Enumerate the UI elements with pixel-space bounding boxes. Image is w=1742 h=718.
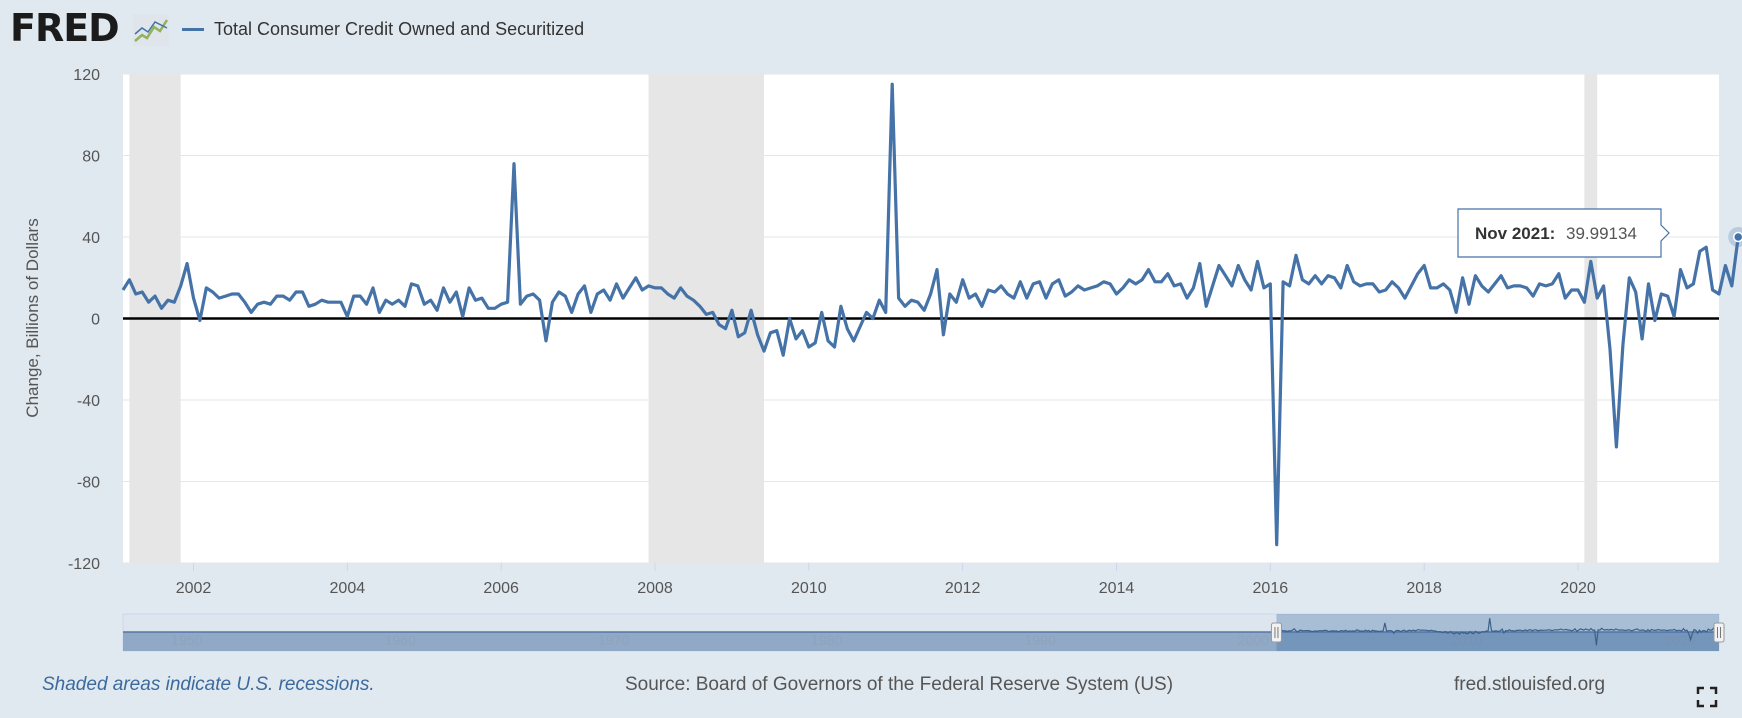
navigator-handle-left[interactable] xyxy=(1270,622,1282,643)
navigator-tick-label: 1960 xyxy=(385,632,416,648)
tooltip-box xyxy=(1457,208,1670,258)
navigator-selection[interactable] xyxy=(1276,614,1719,651)
navigator-tick-label: 2000 xyxy=(1238,632,1269,648)
y-tick-label: -120 xyxy=(68,556,100,573)
source-url[interactable]: fred.stlouisfed.org xyxy=(1454,674,1606,695)
x-tick-label: 2002 xyxy=(176,580,212,597)
navigator-tick-label: 2010 xyxy=(1451,632,1482,648)
y-tick-label: -40 xyxy=(77,393,100,410)
x-tick-label: 2012 xyxy=(945,580,981,597)
navigator-selection-series xyxy=(1276,618,1725,646)
y-tick-label: -80 xyxy=(77,475,100,492)
x-tick-label: 2006 xyxy=(483,580,519,597)
navigator-series-area xyxy=(123,632,1719,651)
navigator-tick-label: 1970 xyxy=(598,632,629,648)
x-tick-label: 2008 xyxy=(637,580,673,597)
chart[interactable]: -120 -80 -40 0 40 80 120 2002 2004 2006 2008 2010 2… xyxy=(0,0,1742,660)
tooltip-value: 39.99134 xyxy=(1566,224,1637,243)
series-line[interactable] xyxy=(121,82,1740,547)
tooltip-label: Nov 2021: xyxy=(1475,224,1555,243)
x-tick-label: 2020 xyxy=(1560,580,1596,597)
x-tick-label: 2004 xyxy=(330,580,366,597)
y-tick-label: 120 xyxy=(73,67,100,84)
x-tick-label: 2018 xyxy=(1406,580,1442,597)
x-tick-label: 2010 xyxy=(791,580,827,597)
legend-label: Total Consumer Credit Owned and Securiti… xyxy=(214,18,585,39)
recession-note: Shaded areas indicate U.S. recessions. xyxy=(42,674,375,695)
source-text: Source: Board of Governors of the Federa… xyxy=(625,674,1174,695)
navigator-handle-right[interactable] xyxy=(1713,622,1725,643)
navigator-tick-label: 2020 xyxy=(1664,632,1695,648)
fullscreen-icon[interactable] xyxy=(1696,686,1718,708)
chart-header: FRED Total Consumer Credit Owned and Sec… xyxy=(0,0,1742,60)
fred-logo[interactable]: FRED xyxy=(10,6,120,50)
navigator-tick-label: 1950 xyxy=(171,632,202,648)
y-axis-label: Change, Billions of Dollars xyxy=(23,218,42,417)
fred-chart-icon xyxy=(133,14,169,46)
navigator-tick-label: 1990 xyxy=(1024,632,1055,648)
y-tick-label: 0 xyxy=(91,312,100,329)
y-tick-label: 80 xyxy=(82,149,100,166)
hover-marker[interactable] xyxy=(1732,231,1742,243)
legend-swatch xyxy=(182,27,204,31)
x-tick-label: 2014 xyxy=(1099,580,1135,597)
navigator-tick-label: 1980 xyxy=(811,632,842,648)
x-tick-label: 2016 xyxy=(1253,580,1289,597)
y-tick-label: 40 xyxy=(82,230,100,247)
legend[interactable]: Total Consumer Credit Owned and Securiti… xyxy=(182,16,584,42)
